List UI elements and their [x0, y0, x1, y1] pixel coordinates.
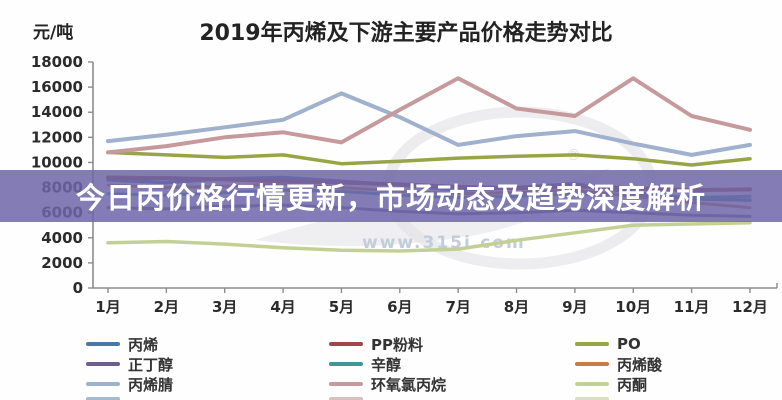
- y-tick-label: 18000: [31, 53, 83, 71]
- legend-swatch-acetone: [575, 382, 609, 386]
- legend-label-octanol: 辛醇: [371, 355, 402, 374]
- series-line-po: [106, 150, 752, 167]
- y-axis-unit-label: 元/吨: [33, 23, 74, 43]
- legend-swatch-propylene: [86, 342, 120, 346]
- legend-item-n-butanol: 正丁醇: [86, 354, 329, 374]
- legend-label-acetone: 丙酮: [617, 375, 648, 394]
- legend-swatch-acrylonitrile: [86, 382, 120, 386]
- x-tick-label: 5月: [329, 298, 354, 316]
- legend-swatch-po: [575, 342, 609, 346]
- x-tick-label: 8月: [504, 298, 529, 316]
- x-tick-label: 6月: [387, 298, 412, 316]
- x-tick-label: 11月: [674, 298, 710, 316]
- x-tick-label: 12月: [732, 298, 768, 316]
- legend-item-po: PO: [575, 334, 740, 354]
- price-trend-line-chart: ® www.315i.com 0200040006000800010000120…: [31, 53, 778, 316]
- series-line-acetone: [106, 220, 752, 253]
- legend-item-acetone: 丙酮: [575, 374, 740, 394]
- legend-swatch-acrylic-acid: [575, 362, 609, 366]
- y-tick-label: 4000: [41, 229, 83, 247]
- legend-label-epichlorohydrin: 环氧氯丙烷: [371, 375, 447, 394]
- legend-row-cutoff: [86, 396, 706, 400]
- legend-item-propylene: 丙烯: [86, 334, 329, 354]
- x-tick-label: 2月: [154, 298, 179, 316]
- legend-swatch-pp-powder: [329, 342, 363, 346]
- cutoff-swatch-1: [86, 397, 120, 400]
- series-line-epichlorohydrin: [106, 76, 752, 155]
- x-tick-label: 9月: [562, 298, 587, 316]
- headline-text: 今日丙价格行情更新，市场动态及趋势深度解析: [75, 181, 706, 215]
- y-tick-label: 10000: [31, 153, 83, 171]
- headline-banner: 今日丙价格行情更新，市场动态及趋势深度解析: [0, 170, 782, 222]
- legend-item-epichlorohydrin: 环氧氯丙烷: [329, 374, 575, 394]
- legend-label-propylene: 丙烯: [128, 335, 159, 354]
- legend-swatch-octanol: [329, 362, 363, 366]
- y-tick-label: 14000: [31, 103, 83, 121]
- legend-label-acrylonitrile: 丙烯腈: [128, 375, 174, 394]
- chart-title: 2019年丙烯及下游主要产品价格走势对比: [199, 21, 613, 46]
- legend-item-octanol: 辛醇: [329, 354, 575, 374]
- x-tick-label: 7月: [445, 298, 470, 316]
- legend-label-pp-powder: PP粉料: [371, 335, 423, 354]
- series-line-acrylonitrile: [106, 91, 752, 157]
- legend-item-pp-powder: PP粉料: [329, 334, 575, 354]
- x-tick-label: 4月: [270, 298, 295, 316]
- legend-swatch-n-butanol: [86, 362, 120, 366]
- y-tick-label: 12000: [31, 128, 83, 146]
- watermark-url: www.315i.com: [362, 233, 526, 253]
- legend-swatch-epichlorohydrin: [329, 382, 363, 386]
- cutoff-swatch-2: [329, 397, 363, 400]
- y-tick-label: 16000: [31, 78, 83, 96]
- x-tick-label: 10月: [615, 298, 651, 316]
- x-tick-label: 3月: [212, 298, 237, 316]
- legend-label-n-butanol: 正丁醇: [128, 355, 174, 374]
- legend-label-acrylic-acid: 丙烯酸: [617, 355, 663, 374]
- legend-item-acrylonitrile: 丙烯腈: [86, 374, 329, 394]
- y-tick-label: 2000: [41, 254, 83, 272]
- legend-item-acrylic-acid: 丙烯酸: [575, 354, 740, 374]
- legend-label-po: PO: [617, 335, 641, 353]
- x-tick-label: 1月: [95, 298, 120, 316]
- cutoff-swatch-3: [575, 397, 609, 400]
- chart-legend: 丙烯 PP粉料 PO 正丁醇 辛醇 丙烯酸丙烯腈 环氧氯丙烷 丙酮: [86, 334, 740, 394]
- y-tick-label: 0: [73, 279, 83, 297]
